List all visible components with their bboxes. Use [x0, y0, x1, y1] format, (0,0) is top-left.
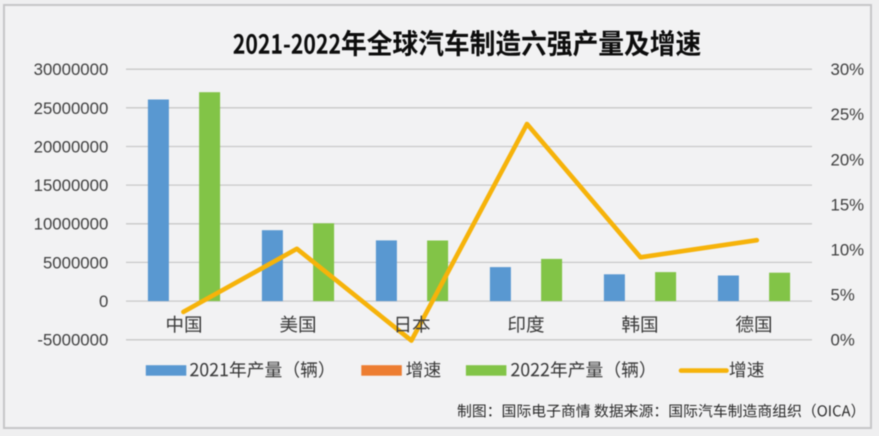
svg-text:30%: 30% [831, 60, 865, 79]
svg-text:-5000000: -5000000 [37, 331, 108, 350]
svg-text:10%: 10% [831, 241, 865, 260]
svg-text:5000000: 5000000 [43, 253, 108, 272]
svg-text:0: 0 [99, 292, 108, 311]
svg-text:10000000: 10000000 [34, 215, 109, 234]
svg-text:15000000: 15000000 [34, 176, 109, 195]
svg-text:30000000: 30000000 [34, 60, 109, 79]
svg-text:20000000: 20000000 [34, 137, 109, 156]
svg-text:15%: 15% [831, 195, 865, 214]
svg-text:25000000: 25000000 [34, 99, 109, 118]
svg-text:20%: 20% [831, 150, 865, 169]
svg-text:0%: 0% [831, 331, 855, 350]
svg-text:5%: 5% [831, 286, 855, 305]
svg-text:25%: 25% [831, 105, 865, 124]
